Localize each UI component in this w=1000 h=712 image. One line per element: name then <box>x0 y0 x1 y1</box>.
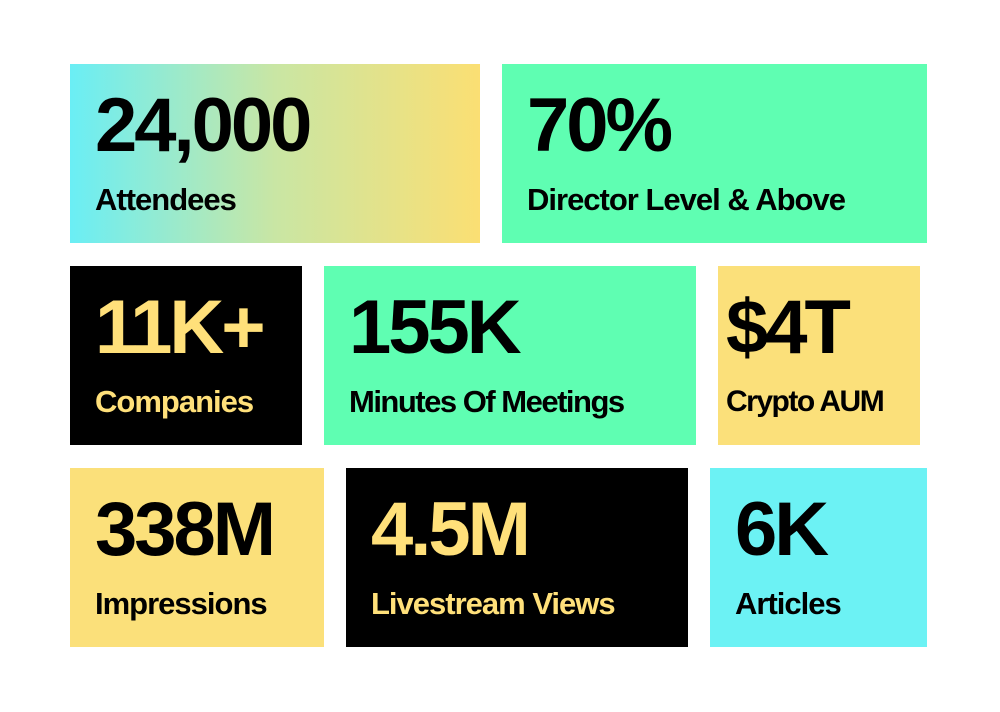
stat-value: 338M <box>95 487 276 572</box>
stat-label: Articles <box>735 586 842 621</box>
stat-label: Livestream Views <box>371 586 616 621</box>
stat-tile-companies: 11K+ Companies <box>70 266 302 445</box>
stat-value: 6K <box>735 487 829 572</box>
stat-value: 24,000 <box>95 83 312 168</box>
stat-value: 155K <box>349 285 522 370</box>
stat-tile-impressions: 338M Impressions <box>70 468 324 647</box>
stat-label: Impressions <box>95 586 268 621</box>
stat-label: Minutes Of Meetings <box>349 384 625 419</box>
stat-value: 11K+ <box>95 285 266 370</box>
stat-tile-meeting-minutes: 155K Minutes Of Meetings <box>324 266 696 445</box>
stat-tile-articles: 6K Articles <box>710 468 927 647</box>
stat-tile-crypto-aum: $4T Crypto AUM <box>718 266 920 445</box>
stat-value: $4T <box>726 285 851 370</box>
stat-tile-director-level: 70% Director Level & Above <box>502 64 927 243</box>
stat-label: Attendees <box>95 182 237 217</box>
stat-label: Director Level & Above <box>527 182 846 217</box>
stat-label: Companies <box>95 384 254 419</box>
stat-tile-livestream-views: 4.5M Livestream Views <box>346 468 688 647</box>
stat-tile-attendees: 24,000 Attendees <box>70 64 480 243</box>
stat-label: Crypto AUM <box>726 385 885 418</box>
stat-value: 4.5M <box>371 487 531 572</box>
stat-value: 70% <box>527 83 673 168</box>
